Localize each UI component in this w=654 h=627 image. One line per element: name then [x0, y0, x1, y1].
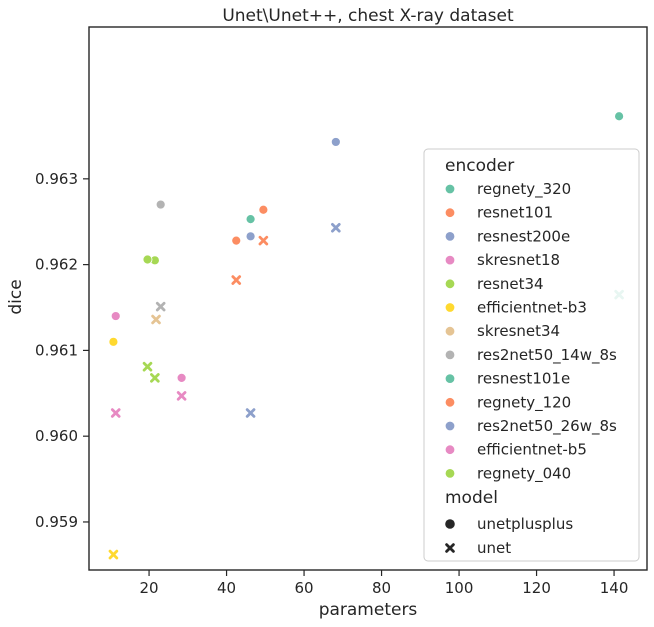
legend-entry: resnest101e	[477, 370, 570, 388]
legend-marker	[444, 373, 456, 384]
data-point	[245, 231, 256, 242]
legend: encoder regnety_320 resnet101 resnest200e sk…	[423, 148, 640, 562]
y-tick-label: 0.963	[35, 170, 78, 188]
y-axis: 0.959 0.960 0.961 0.962 0.963	[35, 170, 89, 531]
data-point	[110, 408, 121, 418]
y-tick-label: 0.959	[35, 513, 78, 531]
legend-marker	[444, 302, 456, 313]
data-point	[330, 137, 341, 147]
y-tick-label: 0.962	[35, 256, 78, 274]
data-point	[245, 214, 256, 225]
data-point	[155, 199, 166, 210]
data-point	[331, 222, 341, 233]
data-point	[231, 275, 242, 285]
legend-marker	[444, 420, 456, 432]
legend-marker	[444, 231, 456, 242]
data-point	[614, 111, 624, 122]
x-tick-label: 140	[600, 579, 629, 597]
legend-marker	[444, 444, 456, 455]
legend-entry: unetplusplus	[477, 515, 573, 533]
legend-marker	[444, 207, 456, 218]
data-point	[108, 549, 119, 560]
x-axis: 20 40 60 80 100 120 140	[140, 570, 629, 597]
data-point	[108, 336, 119, 347]
y-tick-label: 0.960	[35, 427, 78, 445]
data-point	[245, 408, 256, 418]
legend-entry: skresnet34	[477, 322, 560, 340]
data-point	[142, 361, 153, 372]
x-axis-label: parameters	[319, 600, 418, 620]
legend-entry: efficientnet-b3	[477, 299, 587, 317]
legend-entry: resnet34	[477, 275, 544, 293]
y-tick-label: 0.961	[35, 341, 78, 359]
chart-title: Unet\Unet++, chest X-ray dataset	[222, 6, 514, 26]
legend-marker	[445, 519, 455, 529]
data-point	[142, 254, 153, 265]
data-point	[151, 314, 161, 325]
data-point	[258, 204, 269, 215]
legend-entry: regnety_040	[477, 464, 571, 483]
data-point	[176, 391, 187, 401]
x-tick-label: 60	[295, 579, 314, 597]
legend-entry: resnet101	[477, 204, 553, 222]
legend-marker	[444, 183, 456, 195]
legend-marker	[445, 543, 455, 553]
x-tick-label: 80	[372, 579, 391, 597]
legend-entry: res2net50_26w_8s	[477, 417, 617, 436]
data-point	[150, 373, 160, 383]
legend-entry: skresnet18	[477, 251, 560, 269]
legend-marker	[444, 397, 456, 408]
legend-entry: regnety_320	[477, 180, 571, 199]
legend-marker	[444, 349, 456, 361]
legend-model-heading: model	[445, 488, 498, 508]
legend-entry: resnest200e	[477, 227, 570, 245]
legend-entry: res2net50_14w_8s	[477, 346, 617, 365]
legend-entry: unet	[477, 539, 511, 557]
data-point	[110, 311, 121, 321]
legend-marker	[444, 278, 456, 290]
data-point	[176, 372, 187, 383]
x-tick-label: 100	[445, 579, 474, 597]
data-point	[155, 301, 166, 312]
data-point	[231, 235, 242, 246]
legend-encoder-heading: encoder	[445, 156, 514, 176]
legend-entry: regnety_120	[477, 393, 571, 412]
legend-entry: efficientnet-b5	[477, 441, 587, 459]
x-tick-label: 40	[217, 579, 236, 597]
legend-marker	[444, 468, 456, 479]
plot-frame	[88, 26, 648, 571]
x-tick-label: 20	[140, 579, 159, 597]
legend-box	[423, 148, 640, 562]
x-tick-label: 120	[522, 579, 551, 597]
legend-marker	[444, 254, 456, 266]
legend-marker	[444, 326, 456, 337]
plot-area	[108, 111, 624, 560]
y-axis-label: dice	[6, 279, 26, 314]
data-point	[258, 235, 269, 246]
